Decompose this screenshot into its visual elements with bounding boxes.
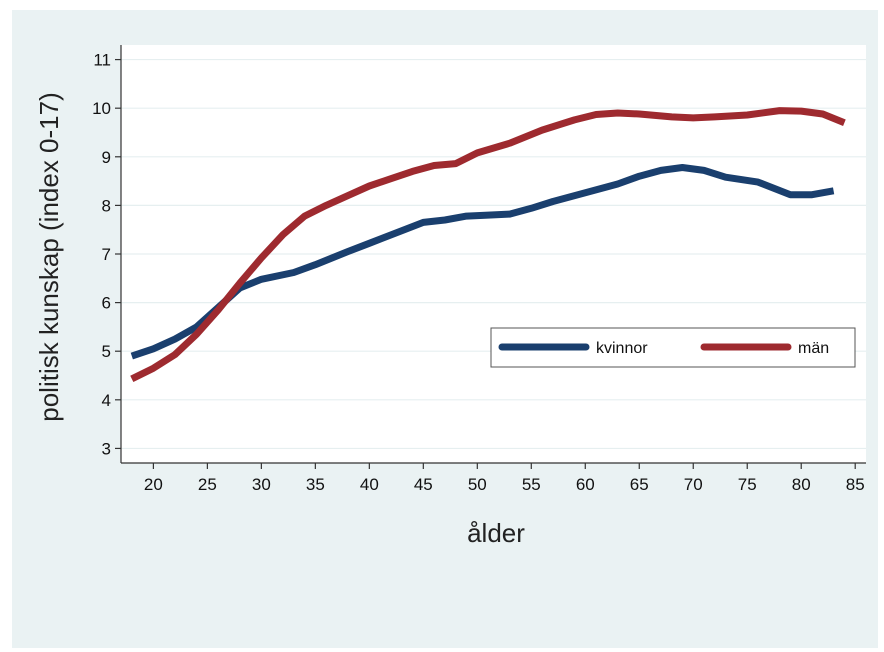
- y-tick-label: 4: [102, 391, 111, 410]
- x-tick-label: 40: [360, 475, 379, 494]
- x-tick-label: 65: [630, 475, 649, 494]
- y-tick-label: 6: [102, 294, 111, 313]
- y-tick-label: 10: [92, 99, 111, 118]
- chart-frame: 3 4 5 6 7 8 9 10 11 20 25 30 35 40 45 50 55 60 65 70 75 80 85…: [12, 10, 878, 648]
- y-axis-title: politisk kunskap (index 0-17): [34, 92, 64, 422]
- y-tick-label: 9: [102, 148, 111, 167]
- x-tick-label: 75: [738, 475, 757, 494]
- y-tick-label: 5: [102, 342, 111, 361]
- x-tick-label: 20: [144, 475, 163, 494]
- x-tick-label: 35: [306, 475, 325, 494]
- x-tick-label: 25: [198, 475, 217, 494]
- series-layer: [130, 107, 846, 383]
- y-ticks: 3 4 5 6 7 8 9 10 11: [92, 51, 121, 458]
- x-tick-label: 30: [252, 475, 271, 494]
- x-axis-title: ålder: [467, 518, 525, 548]
- y-tick-label: 11: [93, 51, 111, 70]
- y-tick-label: 7: [102, 245, 111, 264]
- y-tick-label: 8: [102, 196, 111, 215]
- x-tick-label: 50: [468, 475, 487, 494]
- x-tick-label: 55: [522, 475, 541, 494]
- x-tick-label: 85: [846, 475, 865, 494]
- series-line-man: [130, 107, 846, 383]
- x-ticks: 20 25 30 35 40 45 50 55 60 65 70 75 80 85: [144, 463, 865, 494]
- legend-label-kvinnor: kvinnor: [596, 340, 648, 357]
- x-tick-label: 80: [792, 475, 811, 494]
- x-tick-label: 70: [684, 475, 703, 494]
- legend-label-man: män: [798, 340, 829, 357]
- x-tick-label: 45: [414, 475, 433, 494]
- x-tick-label: 60: [576, 475, 595, 494]
- y-tick-label: 3: [102, 439, 111, 458]
- legend: kvinnor män: [490, 327, 856, 368]
